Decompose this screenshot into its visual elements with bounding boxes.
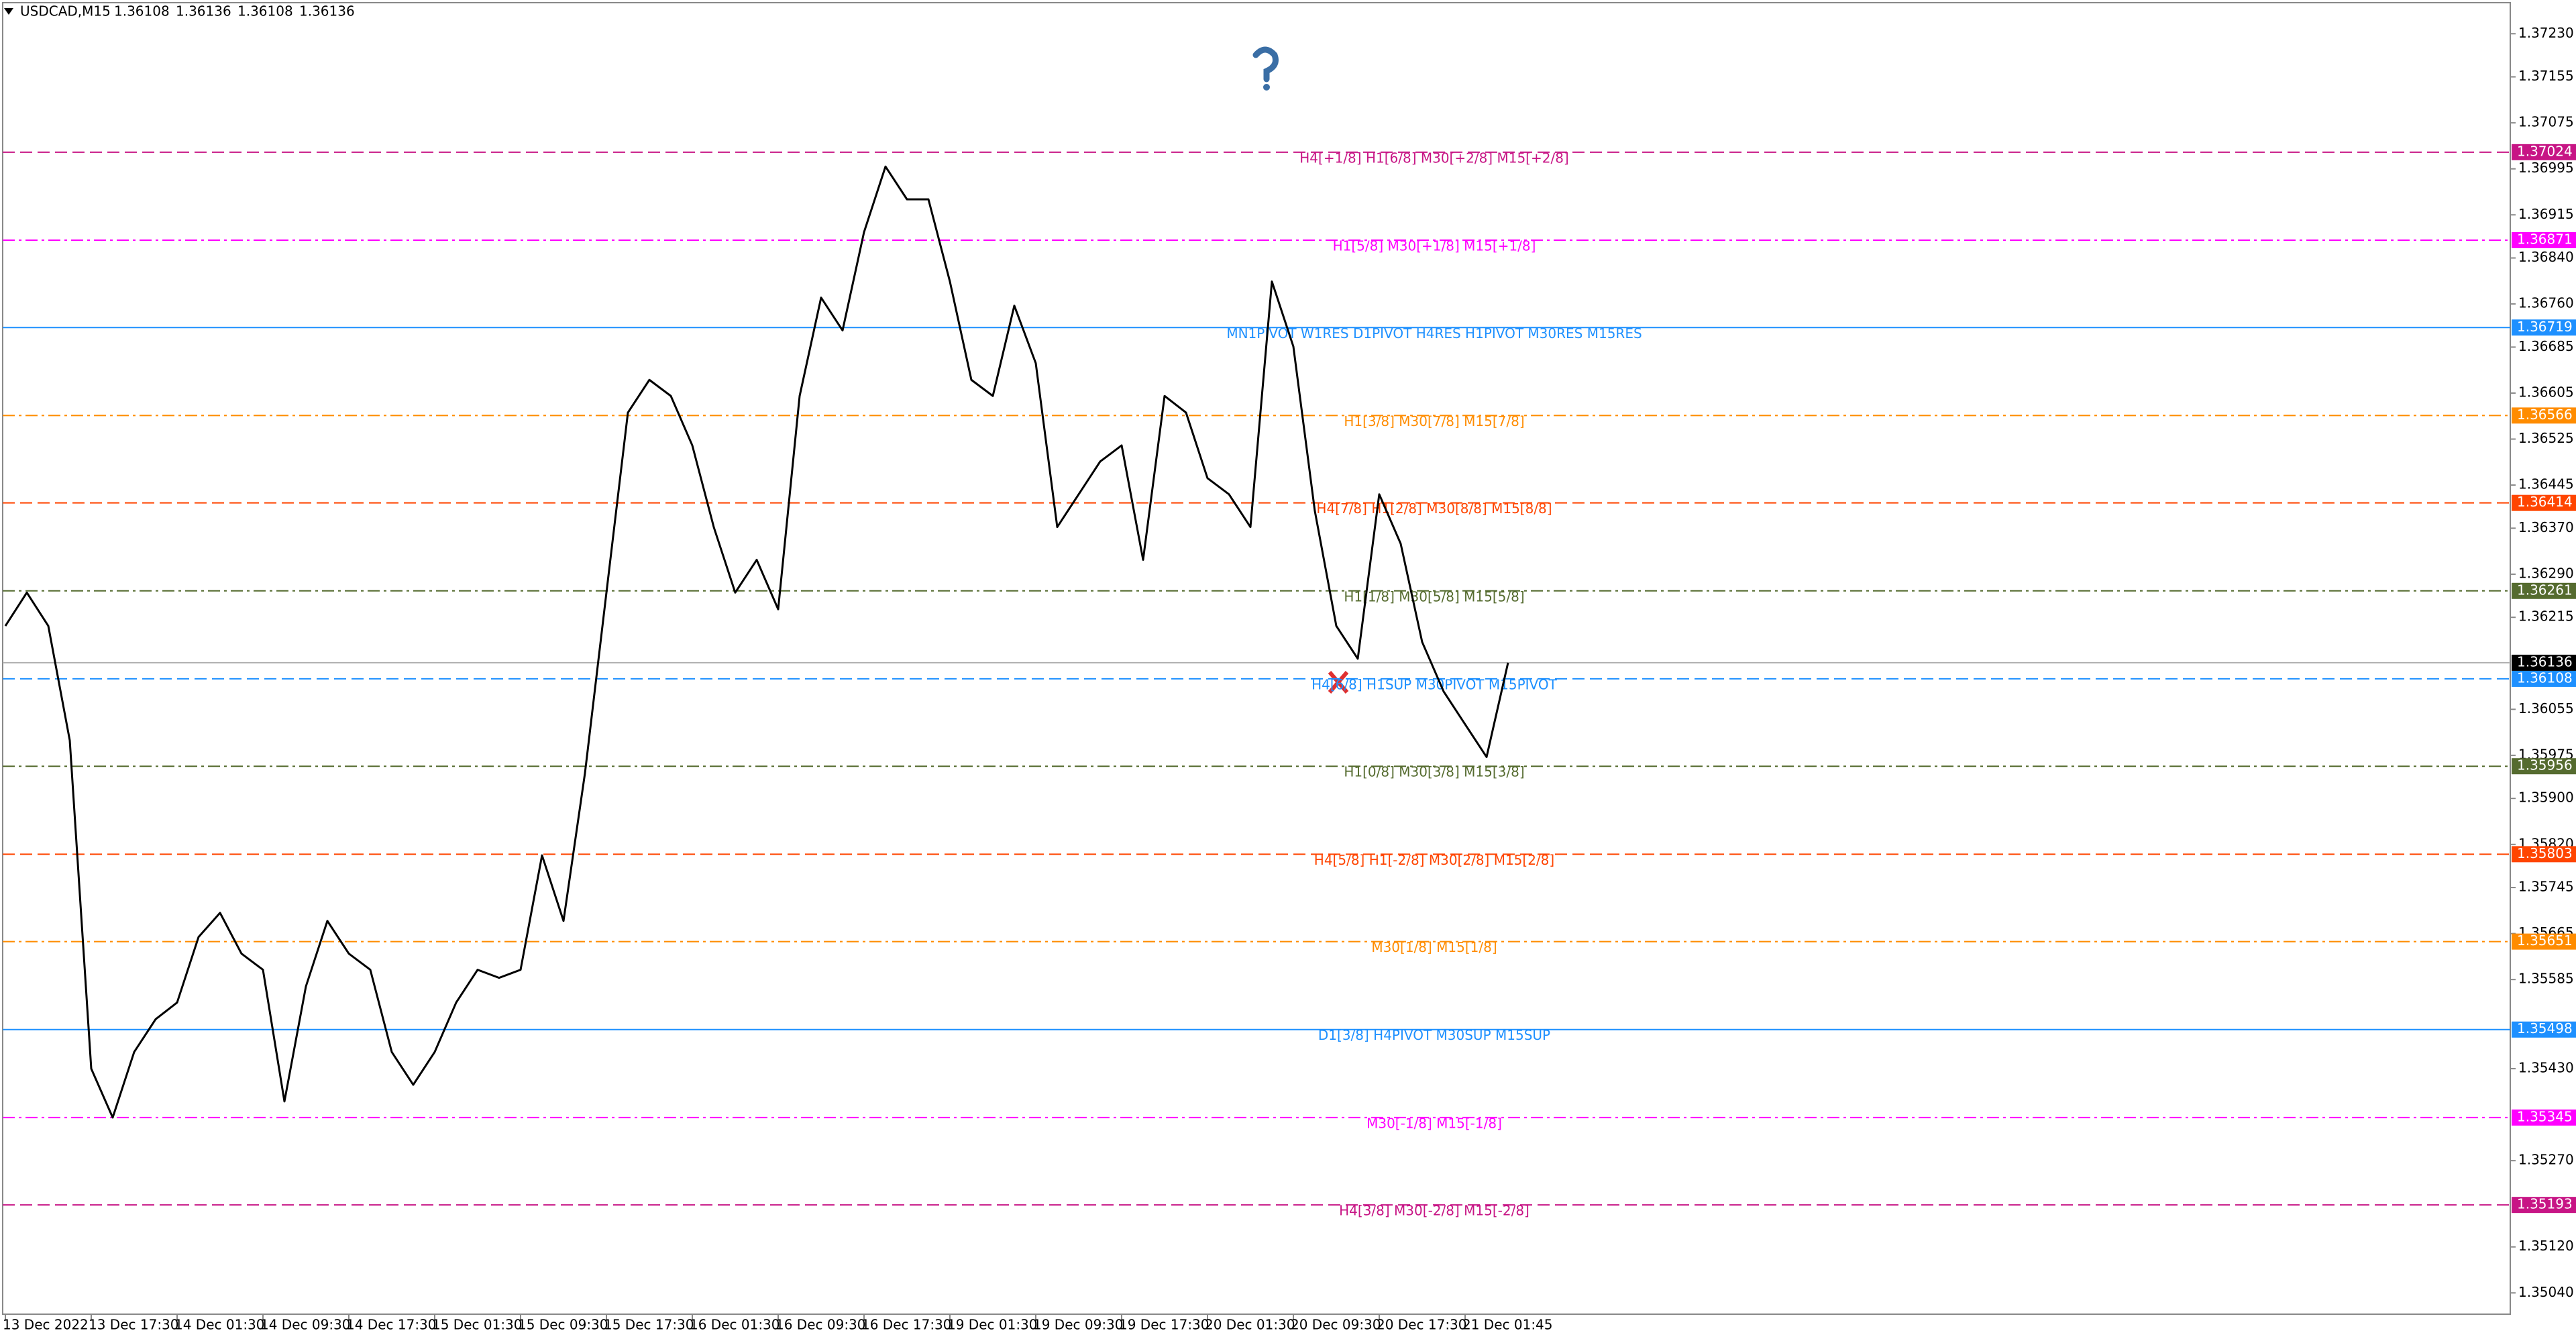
y-tick-label: 1.35745 — [2518, 879, 2574, 895]
level-text: H1[5/8] M30[+1/8] M15[+1/8] — [1333, 237, 1536, 254]
level-text: H4[7/8] H1[2/8] M30[8/8] M15[8/8] — [1316, 500, 1552, 517]
x-tick-label: 16 Dec 17:30 — [861, 1317, 952, 1333]
y-tick-label: 1.35270 — [2518, 1152, 2574, 1168]
level-text: M30[1/8] M15[1/8] — [1371, 939, 1497, 955]
x-tick-label: 15 Dec 17:30 — [604, 1317, 694, 1333]
y-tick-label: 1.36055 — [2518, 700, 2574, 716]
x-tick-label: 21 Dec 01:45 — [1462, 1317, 1553, 1333]
ohlc-value: 1.36136 — [299, 3, 355, 19]
x-tick-label: 13 Dec 17:30 — [89, 1317, 179, 1333]
x-tick-label: 16 Dec 09:30 — [775, 1317, 866, 1333]
level-text: MN1PIVOT W1RES D1PIVOT H4RES H1PIVOT M30… — [1226, 325, 1642, 341]
level-price-box — [2512, 1197, 2576, 1214]
y-tick-label: 1.36840 — [2518, 249, 2574, 265]
level-text: M30[-1/8] M15[-1/8] — [1366, 1115, 1502, 1131]
level-price-box — [2512, 933, 2576, 950]
y-tick-label: 1.37075 — [2518, 114, 2574, 130]
ohlc-value: 1.36136 — [176, 3, 231, 19]
level-price-box — [2512, 144, 2576, 160]
y-tick-label: 1.36370 — [2518, 519, 2574, 535]
level-text: H4[5/8] H1[-2/8] M30[2/8] M15[2/8] — [1314, 852, 1554, 868]
level-price: 1.36566 — [2517, 407, 2573, 423]
y-tick-label: 1.35430 — [2518, 1060, 2574, 1076]
level-price: 1.35193 — [2517, 1196, 2573, 1212]
level-text: H1[3/8] M30[7/8] M15[7/8] — [1344, 413, 1524, 429]
level-text: H4[3/8] M30[-2/8] M15[-2/8] — [1339, 1203, 1529, 1219]
ohlc-value: 1.36108 — [114, 3, 170, 19]
y-tick-label: 1.36290 — [2518, 565, 2574, 581]
x-tick-label: 14 Dec 17:30 — [346, 1317, 437, 1333]
x-tick-label: 15 Dec 09:30 — [518, 1317, 608, 1333]
y-tick-label: 1.36995 — [2518, 160, 2574, 176]
y-tick-label: 1.37155 — [2518, 68, 2574, 84]
level-text: H4[+1/8] H1[6/8] M30[+2/8] M15[+2/8] — [1299, 150, 1568, 166]
menu-arrow[interactable] — [4, 8, 13, 15]
level-price: 1.37024 — [2517, 143, 2573, 159]
x-tick-label: 14 Dec 09:30 — [260, 1317, 351, 1333]
x-tick-label: 15 Dec 01:30 — [432, 1317, 523, 1333]
level-price: 1.35956 — [2517, 757, 2573, 773]
y-tick-label: 1.37230 — [2518, 25, 2574, 41]
x-tick-label: 19 Dec 17:30 — [1119, 1317, 1210, 1333]
y-tick-label: 1.36760 — [2518, 295, 2574, 311]
y-tick-label: 1.35120 — [2518, 1238, 2574, 1254]
level-price: 1.36871 — [2517, 231, 2573, 247]
question-icon — [1252, 46, 1279, 91]
level-price: 1.35498 — [2517, 1020, 2573, 1036]
x-tick-label: 19 Dec 09:30 — [1033, 1317, 1124, 1333]
level-price: 1.35651 — [2517, 932, 2573, 949]
y-tick-label: 1.35900 — [2518, 790, 2574, 806]
x-tick-label: 13 Dec 2022 — [3, 1317, 89, 1333]
level-price-box — [2512, 231, 2576, 248]
y-tick-label: 1.36525 — [2518, 430, 2574, 446]
y-tick-label: 1.36605 — [2518, 384, 2574, 400]
current-price-label: 1.36136 — [2517, 653, 2573, 670]
level-text: H4[6/8] H1SUP M30PIVOT M15PIVOT — [1311, 676, 1557, 692]
level-price-box — [2512, 407, 2576, 424]
level-price-box — [2512, 319, 2576, 336]
level-price-box — [2512, 758, 2576, 775]
ohlc-value: 1.36108 — [237, 3, 293, 19]
x-tick-label: 20 Dec 01:30 — [1205, 1317, 1295, 1333]
level-text: H1[1/8] M30[5/8] M15[5/8] — [1344, 588, 1524, 604]
y-tick-label: 1.35040 — [2518, 1284, 2574, 1300]
y-tick-label: 1.36915 — [2518, 206, 2574, 222]
level-price: 1.36108 — [2517, 670, 2573, 686]
level-price: 1.35345 — [2517, 1108, 2573, 1124]
level-price-box — [2512, 1109, 2576, 1126]
y-tick-label: 1.35585 — [2518, 971, 2574, 987]
level-price-box — [2512, 846, 2576, 863]
price-line — [4, 165, 1509, 1119]
current-price-box — [2512, 654, 2576, 671]
x-tick-label: 16 Dec 01:30 — [690, 1317, 780, 1333]
level-price-box — [2512, 582, 2576, 599]
level-text: H1[0/8] M30[3/8] M15[3/8] — [1344, 764, 1524, 780]
y-tick-label: 1.36445 — [2518, 476, 2574, 492]
y-tick-label: 1.36685 — [2518, 338, 2574, 354]
level-price-box — [2512, 494, 2576, 511]
level-price-box — [2512, 670, 2576, 687]
y-tick-label: 1.36215 — [2518, 608, 2574, 625]
level-price: 1.36414 — [2517, 494, 2573, 510]
x-tick-label: 20 Dec 09:30 — [1291, 1317, 1381, 1333]
x-tick-label: 20 Dec 17:30 — [1377, 1317, 1467, 1333]
level-price: 1.36261 — [2517, 582, 2573, 598]
close-marker — [1328, 671, 1349, 694]
plot-frame — [2, 2, 2511, 1315]
x-tick-label: 14 Dec 01:30 — [174, 1317, 265, 1333]
level-text: D1[3/8] H4PIVOT M30SUP M15SUP — [1318, 1027, 1550, 1043]
level-price: 1.36719 — [2517, 319, 2573, 335]
level-price: 1.35803 — [2517, 845, 2573, 861]
symbol-title: USDCAD,M15 — [20, 3, 111, 19]
ohlc: 1.36108 1.36136 1.36108 1.36136 — [114, 3, 355, 19]
x-tick-label: 19 Dec 01:30 — [947, 1317, 1038, 1333]
level-price-box — [2512, 1021, 2576, 1038]
